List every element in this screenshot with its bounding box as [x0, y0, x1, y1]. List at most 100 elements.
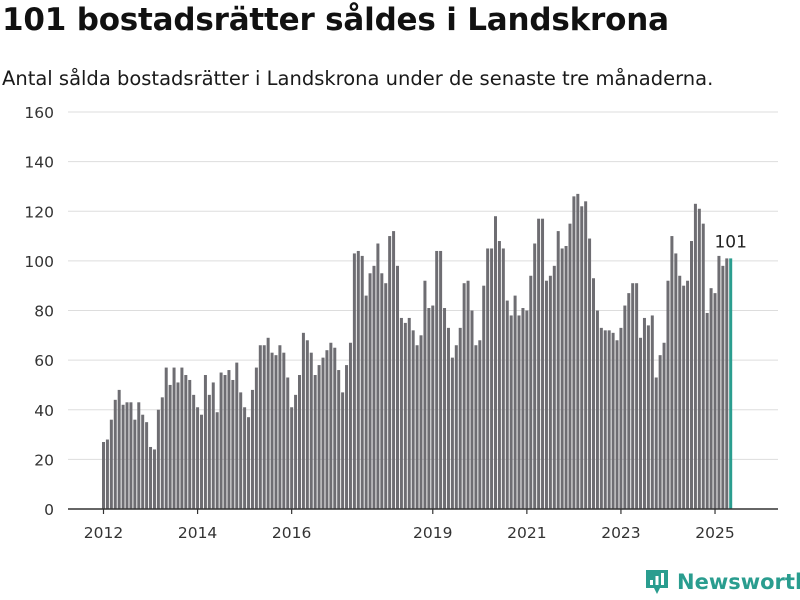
bar: [635, 283, 639, 509]
bar: [658, 355, 662, 509]
bar: [125, 402, 129, 509]
newsworthy-logo: Newsworthy: [644, 568, 800, 596]
x-tick-label: 2021: [507, 524, 546, 542]
bar: [176, 382, 180, 509]
bar: [497, 241, 501, 509]
bar: [650, 315, 654, 509]
bar: [156, 409, 160, 509]
bar: [243, 407, 247, 509]
bar: [207, 394, 211, 509]
bar: [501, 248, 505, 509]
bar: [137, 402, 141, 509]
bar: [717, 255, 721, 509]
bar: [599, 327, 603, 509]
bar: [627, 293, 631, 509]
bar: [572, 196, 576, 510]
bar: [423, 280, 427, 509]
bar-highlight: [729, 258, 733, 509]
y-tick-label: 140: [24, 154, 54, 172]
bar: [564, 245, 568, 510]
newsworthy-logo-icon: [646, 570, 668, 594]
bar: [615, 340, 619, 509]
bar: [298, 375, 301, 509]
bar: [701, 223, 705, 509]
bar: [333, 347, 337, 509]
bar: [105, 439, 109, 509]
bar: [697, 208, 701, 510]
x-tick-label: 2025: [695, 524, 734, 542]
bar: [505, 300, 509, 509]
bar: [450, 357, 454, 509]
bar: [282, 352, 286, 509]
bar: [603, 330, 607, 509]
bar: [713, 293, 717, 509]
bar: [431, 305, 435, 509]
bar: [368, 273, 372, 509]
bar: [168, 384, 172, 509]
bar: [678, 275, 682, 509]
bar: [705, 312, 709, 509]
bar: [262, 345, 266, 509]
bar: [309, 352, 313, 509]
x-tick-label: 2023: [601, 524, 640, 542]
y-tick-label: 20: [34, 451, 54, 469]
bar: [270, 352, 274, 509]
bar: [709, 288, 713, 509]
bar: [521, 308, 525, 509]
bar: [478, 340, 482, 509]
bar: [149, 446, 153, 509]
bar: [141, 414, 145, 509]
bar: [588, 238, 592, 509]
bar: [203, 375, 207, 509]
highlight-value-label: 101: [714, 232, 746, 252]
bar: [435, 250, 439, 509]
bar: [474, 345, 478, 509]
bar: [541, 218, 545, 509]
x-tick-label: 2012: [84, 524, 123, 542]
x-tick-label: 2016: [272, 524, 311, 542]
bar: [254, 367, 258, 509]
bar: [580, 206, 584, 509]
chart-subtitle: Antal sålda bostadsrätter i Landskrona u…: [2, 67, 714, 90]
bar: [235, 362, 239, 509]
bar: [607, 330, 611, 509]
y-tick-label: 80: [34, 303, 54, 321]
bar: [172, 367, 176, 509]
bar: [686, 280, 690, 509]
bar: [642, 317, 646, 509]
newsworthy-logo-text: Newsworthy: [677, 570, 800, 594]
bar: [595, 310, 599, 509]
y-tick-label: 120: [24, 203, 54, 221]
chart-title: 101 bostadsrätter såldes i Landskrona: [2, 2, 669, 38]
bar: [117, 389, 121, 509]
bar: [690, 241, 693, 509]
bar: [211, 382, 215, 509]
y-tick-label: 160: [24, 104, 54, 122]
bar: [352, 253, 356, 509]
bar: [631, 283, 635, 509]
bar: [129, 402, 133, 509]
bar: [215, 412, 219, 509]
bar: [682, 285, 686, 509]
bar: [247, 417, 251, 509]
bar: [109, 419, 113, 509]
bar: [196, 407, 200, 509]
bar: [219, 372, 223, 509]
bar: [321, 357, 325, 509]
bar: [164, 367, 168, 509]
bar: [102, 442, 105, 509]
bar: [145, 422, 149, 509]
bar: [725, 258, 729, 509]
bar: [592, 278, 595, 509]
bar: [133, 419, 137, 509]
bar: [392, 231, 396, 509]
bar: [427, 308, 431, 509]
bar: [462, 283, 466, 509]
bar: [360, 255, 364, 509]
bar: [654, 377, 658, 509]
bar: [403, 322, 407, 509]
y-tick-label: 60: [34, 352, 54, 370]
bar: [568, 223, 572, 509]
bar: [180, 367, 184, 509]
y-tick-label: 40: [34, 402, 54, 420]
